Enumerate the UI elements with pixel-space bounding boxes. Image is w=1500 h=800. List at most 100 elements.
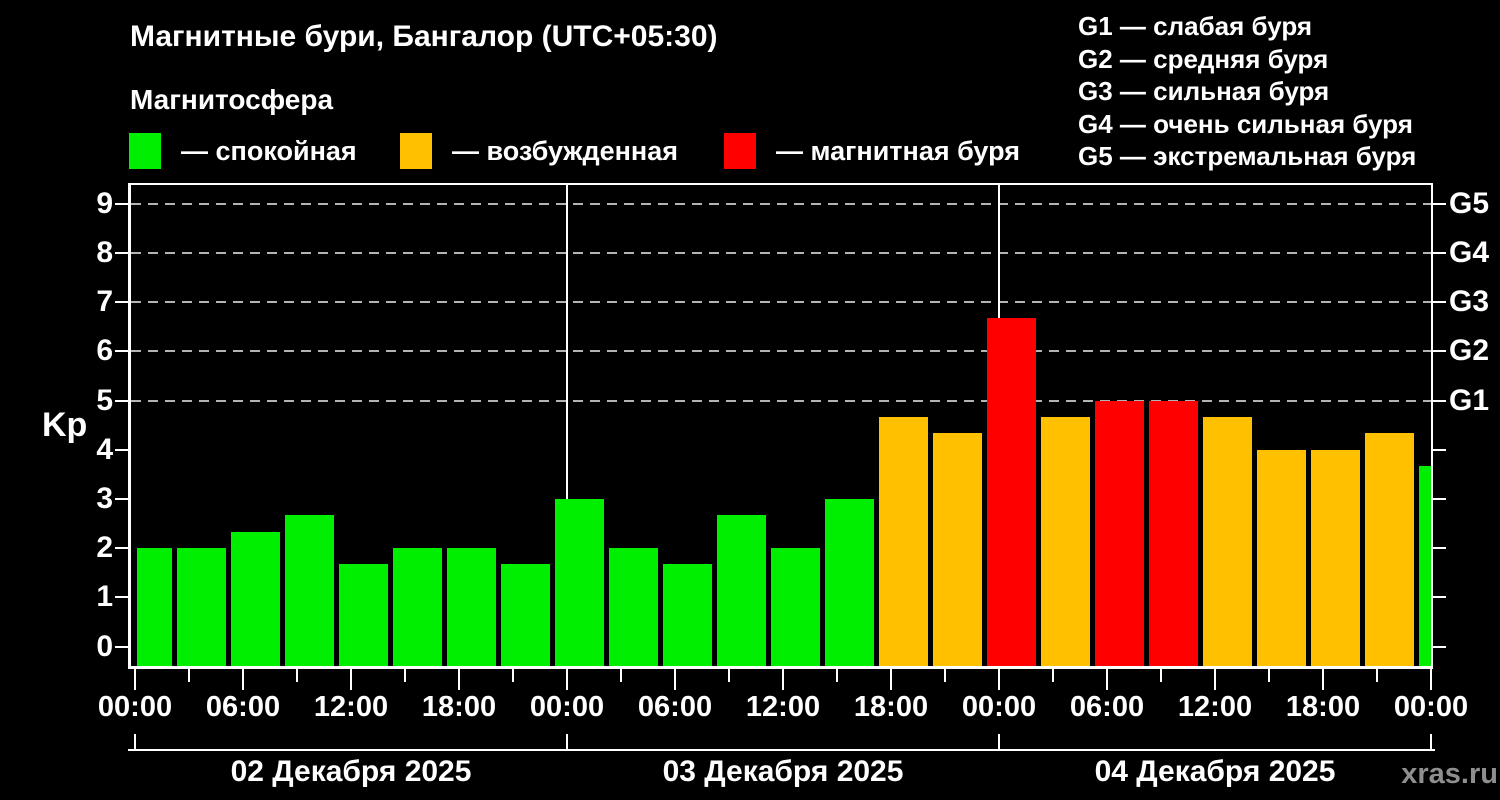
y-tick-label: 3 <box>96 482 113 515</box>
storm-scale-item: G1 — слабая буря <box>1078 11 1313 41</box>
x-tick-label: 06:00 <box>1069 691 1145 723</box>
kp-bar <box>555 499 604 666</box>
kp-bar <box>1095 401 1144 667</box>
y-axis-tick <box>115 498 128 500</box>
dates-bracket-line <box>128 749 1435 751</box>
x-axis-minor-tick <box>836 669 838 682</box>
x-axis-major-tick <box>782 669 784 690</box>
x-axis-minor-tick <box>728 669 730 682</box>
y-tick-label: 8 <box>96 236 113 269</box>
gridline-kp8 <box>131 252 1431 254</box>
storm-swatch <box>724 133 756 169</box>
kp-bar <box>1419 466 1431 666</box>
x-axis-major-tick <box>998 669 1000 690</box>
kp-bar <box>1365 433 1414 666</box>
kp-bar <box>231 532 280 666</box>
storm-scale-item: G3 — сильная буря <box>1078 76 1330 106</box>
x-axis-major-tick <box>1430 669 1432 690</box>
dates-bracket-riser <box>134 734 136 751</box>
dates-bracket-riser <box>998 734 1000 751</box>
x-axis-major-tick <box>458 669 460 690</box>
legend-label-quiet: — спокойная <box>181 136 357 166</box>
kp-bar <box>879 417 928 666</box>
kp-bar <box>137 548 172 666</box>
y-tick-label: 7 <box>96 285 113 318</box>
g-scale-label: G2 <box>1449 334 1490 367</box>
y-axis-tick <box>115 252 128 254</box>
gridline-kp5 <box>131 400 1431 402</box>
x-tick-label: 12:00 <box>313 691 389 723</box>
x-tick-label: 18:00 <box>421 691 497 723</box>
y-tick-label: 4 <box>96 433 113 466</box>
g-scale-label: G4 <box>1449 236 1490 269</box>
legend-label-excited: — возбужденная <box>452 136 678 166</box>
day-boundary-line <box>566 185 568 666</box>
x-axis-minor-tick <box>512 669 514 682</box>
x-tick-label: 06:00 <box>637 691 713 723</box>
x-tick-label: 00:00 <box>97 691 173 723</box>
kp-bar <box>447 548 496 666</box>
y-axis-tick-right <box>1433 449 1446 451</box>
y-axis-tick-right <box>1433 596 1446 598</box>
date-label: 03 Декабря 2025 <box>662 755 904 788</box>
y-axis-tick-right <box>1433 350 1446 352</box>
kp-bar <box>339 564 388 666</box>
x-axis-major-tick <box>566 669 568 690</box>
x-axis-major-tick <box>1322 669 1324 690</box>
gridline-kp6 <box>131 350 1431 352</box>
x-axis-minor-tick <box>1052 669 1054 682</box>
x-axis-major-tick <box>890 669 892 690</box>
excited-swatch <box>400 133 432 169</box>
kp-bar <box>933 433 982 666</box>
y-axis-tick-right <box>1433 547 1446 549</box>
y-tick-label: 2 <box>96 531 113 564</box>
storm-scale-item: G2 — средняя буря <box>1078 43 1329 74</box>
x-axis-minor-tick <box>188 669 190 682</box>
kp-bar <box>717 515 766 666</box>
kp-bar <box>663 564 712 666</box>
y-axis-tick <box>115 596 128 598</box>
y-axis-tick <box>115 449 128 451</box>
x-axis-major-tick <box>350 669 352 690</box>
x-axis-major-tick <box>1214 669 1216 690</box>
y-axis-tick <box>115 203 128 205</box>
x-tick-label: 00:00 <box>961 691 1037 723</box>
y-axis-tick-right <box>1433 400 1446 402</box>
storm-scale-item: G5 — экстремальная буря <box>1078 141 1417 171</box>
x-axis-major-tick <box>674 669 676 690</box>
x-axis-minor-tick <box>944 669 946 682</box>
g-scale-label: G5 <box>1449 187 1490 220</box>
dates-bracket-riser <box>1430 734 1432 751</box>
y-tick-label: 6 <box>96 334 113 367</box>
x-tick-label: 12:00 <box>745 691 821 723</box>
dates-bracket-riser <box>566 734 568 751</box>
x-axis-minor-tick <box>1376 669 1378 682</box>
kp-bar <box>285 515 334 666</box>
quiet-swatch <box>129 133 161 169</box>
x-axis-minor-tick <box>296 669 298 682</box>
g-scale-label: G3 <box>1449 285 1490 318</box>
date-label: 02 Декабря 2025 <box>230 755 472 788</box>
kp-bar <box>501 564 550 666</box>
x-tick-label: 18:00 <box>1285 691 1361 723</box>
y-axis-tick <box>115 646 128 648</box>
x-axis-major-tick <box>134 669 136 690</box>
x-axis-major-tick <box>242 669 244 690</box>
page-title: Магнитные бури, Бангалор (UTC+05:30) <box>130 20 718 53</box>
y-axis-tick-right <box>1433 301 1446 303</box>
y-axis-tick <box>115 301 128 303</box>
kp-bar <box>1041 417 1090 666</box>
kp-bar <box>609 548 658 666</box>
x-tick-label: 00:00 <box>1393 691 1469 723</box>
x-tick-label: 06:00 <box>205 691 281 723</box>
storm-scale-item: G4 — очень сильная буря <box>1078 108 1413 139</box>
kp-bar <box>393 548 442 666</box>
kp-bar <box>825 499 874 666</box>
gridline-kp7 <box>131 301 1431 303</box>
x-tick-label: 18:00 <box>853 691 929 723</box>
y-axis-tick <box>115 547 128 549</box>
y-tick-label: 5 <box>96 384 113 417</box>
y-tick-label: 9 <box>96 187 113 220</box>
kp-bar <box>987 318 1036 666</box>
